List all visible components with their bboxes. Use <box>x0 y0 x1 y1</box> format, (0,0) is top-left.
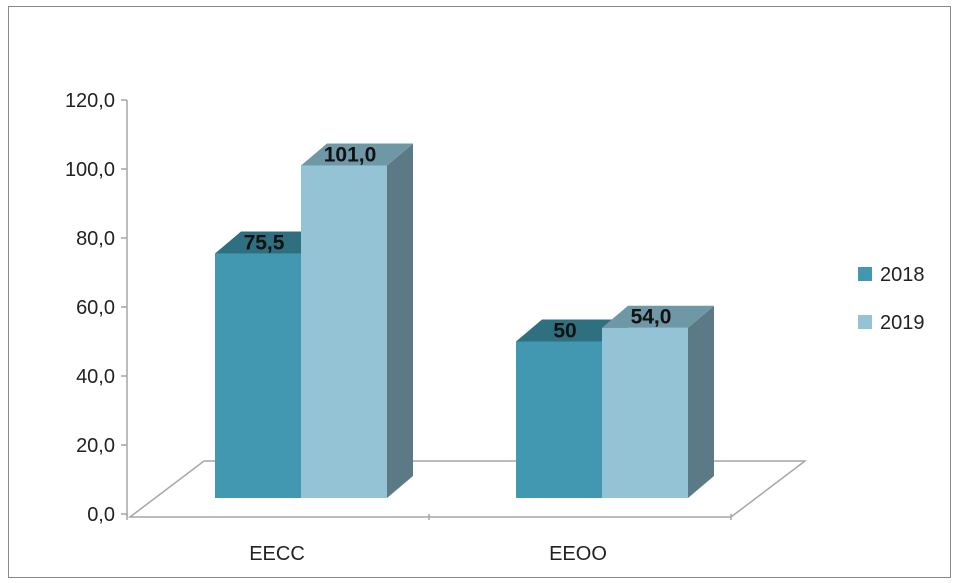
y-tick-label: 80,0 <box>76 228 115 250</box>
y-tick-label: 60,0 <box>76 297 115 319</box>
legend-label: 2019 <box>880 312 925 334</box>
y-tick-label: 100,0 <box>65 159 115 181</box>
legend-swatch <box>858 267 872 281</box>
bar <box>602 328 688 498</box>
data-label: 54,0 <box>631 306 672 329</box>
bar <box>301 166 387 498</box>
bar-side <box>387 144 413 498</box>
y-tick-label: 40,0 <box>76 366 115 388</box>
y-tick-label: 20,0 <box>76 435 115 457</box>
data-label: 50 <box>553 320 576 343</box>
legend-label: 2018 <box>880 264 925 286</box>
data-label: 75,5 <box>244 232 285 255</box>
legend-swatch <box>858 315 872 329</box>
x-category-label: EEOO <box>549 543 607 565</box>
y-tick-label: 120,0 <box>65 90 115 112</box>
bar-side <box>688 306 714 498</box>
bar <box>516 342 602 499</box>
bar <box>215 254 301 498</box>
y-tick-label: 0,0 <box>87 504 115 526</box>
x-category-label: EECC <box>249 543 305 565</box>
data-label: 101,0 <box>324 144 377 167</box>
